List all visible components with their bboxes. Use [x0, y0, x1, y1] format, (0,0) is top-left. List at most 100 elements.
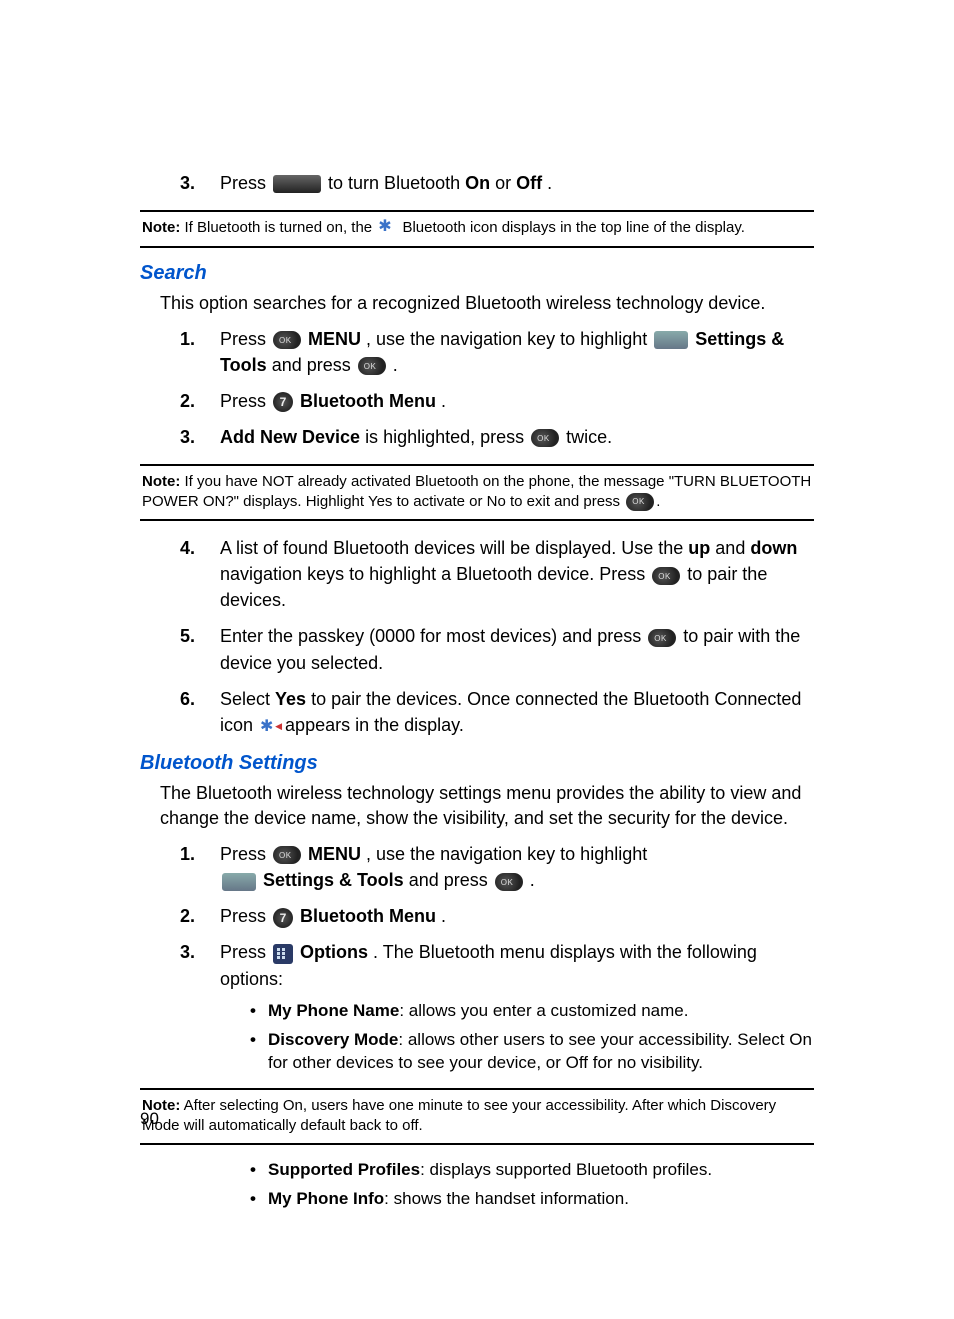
ok-icon [495, 873, 523, 891]
bullet-bold: My Phone Name [268, 1001, 399, 1020]
note-block: Note: After selecting On, users have one… [140, 1088, 814, 1145]
bullet-text: : displays supported Bluetooth profiles. [420, 1160, 712, 1179]
step-item: 3. Press to turn Bluetooth On or Off . [180, 170, 814, 196]
step-text: Select [220, 689, 275, 709]
note-block: Note: If you have NOT already activated … [140, 464, 814, 521]
section-heading-search: Search [140, 262, 814, 285]
bullet-item: Discovery Mode: allows other users to se… [250, 1029, 814, 1075]
ok-icon [273, 846, 301, 864]
page-number: 90 [140, 1109, 159, 1129]
step-text: and press [409, 870, 493, 890]
key-7-icon: 7 [273, 392, 293, 412]
step-bold: MENU [308, 844, 361, 864]
section-heading-bt-settings: Bluetooth Settings [140, 752, 814, 775]
step-text: is highlighted, press [365, 427, 529, 447]
step-number: 2. [180, 903, 195, 929]
options-bullets-1: My Phone Name: allows you enter a custom… [250, 1000, 814, 1075]
search-steps-list: 1. Press MENU , use the navigation key t… [180, 326, 814, 450]
step-number: 1. [180, 841, 195, 867]
step-text: Press [220, 906, 271, 926]
bullet-item: My Phone Name: allows you enter a custom… [250, 1000, 814, 1023]
step-text: Press [220, 329, 271, 349]
section-intro: This option searches for a recognized Bl… [160, 291, 814, 316]
step-bold: Settings & Tools [263, 870, 404, 890]
note-text: Bluetooth icon displays in the top line … [402, 219, 744, 236]
step-item: 2. Press 7 Bluetooth Menu . [180, 388, 814, 414]
softkey-icon [273, 175, 321, 193]
step-text: and [715, 538, 750, 558]
step-item: 2. Press 7 Bluetooth Menu . [180, 903, 814, 929]
step-bold: MENU [308, 329, 361, 349]
step-number: 1. [180, 326, 195, 352]
step-bold: down [750, 538, 797, 558]
step-bold: up [688, 538, 710, 558]
bullet-bold: Supported Profiles [268, 1160, 420, 1179]
step-text: , use the navigation key to highlight [366, 844, 647, 864]
note-text: If Bluetooth is turned on, the [185, 219, 377, 236]
bullet-text: : shows the handset information. [384, 1189, 629, 1208]
step-number: 3. [180, 170, 195, 196]
bullet-bold: My Phone Info [268, 1189, 384, 1208]
step-text: to turn Bluetooth [328, 173, 465, 193]
ok-icon [358, 357, 386, 375]
bullet-bold: Discovery Mode [268, 1030, 398, 1049]
settings-tools-icon [654, 331, 688, 349]
bluetooth-icon [378, 219, 396, 237]
step-bold: Add New Device [220, 427, 360, 447]
ok-icon [531, 429, 559, 447]
note-text: After selecting On, users have one minut… [142, 1097, 776, 1134]
key-7-icon: 7 [273, 908, 293, 928]
step-text: Press [220, 173, 271, 193]
ok-icon [273, 331, 301, 349]
step-item: 4. A list of found Bluetooth devices wil… [180, 535, 814, 613]
step-number: 2. [180, 388, 195, 414]
step-text: Press [220, 391, 271, 411]
bullet-text: : allows you enter a customized name. [399, 1001, 688, 1020]
note-label: Note: [142, 473, 180, 490]
ok-icon [626, 493, 654, 511]
step-text: . [393, 355, 398, 375]
options-bullets-2: Supported Profiles: displays supported B… [250, 1159, 814, 1211]
search-steps-list-2: 4. A list of found Bluetooth devices wil… [180, 535, 814, 738]
step-bold: Bluetooth Menu [300, 391, 436, 411]
step-number: 5. [180, 623, 195, 649]
step-text: . [547, 173, 552, 193]
step-bold: Bluetooth Menu [300, 906, 436, 926]
step-text: Press [220, 942, 271, 962]
step-text: or [495, 173, 516, 193]
step-text: , use the navigation key to highlight [366, 329, 652, 349]
step-text: . [530, 870, 535, 890]
step-bold: Options [300, 942, 368, 962]
note-text: . [656, 493, 660, 510]
step-text: navigation keys to highlight a Bluetooth… [220, 564, 650, 584]
bullet-item: Supported Profiles: displays supported B… [250, 1159, 814, 1182]
settings-tools-icon [222, 873, 256, 891]
step-number: 4. [180, 535, 195, 561]
step-item: 1. Press MENU , use the navigation key t… [180, 326, 814, 378]
ok-icon [652, 567, 680, 585]
step-text: Press [220, 844, 271, 864]
step-text: twice. [566, 427, 612, 447]
step-item: 5. Enter the passkey (0000 for most devi… [180, 623, 814, 675]
step-number: 6. [180, 686, 195, 712]
step-item: 1. Press MENU , use the navigation key t… [180, 841, 814, 893]
step-item: 3. Add New Device is highlighted, press … [180, 424, 814, 450]
step-text: . [441, 391, 446, 411]
step-item: 6. Select Yes to pair the devices. Once … [180, 686, 814, 738]
step-text: . [441, 906, 446, 926]
ok-icon [648, 629, 676, 647]
step-bold: Off [516, 173, 542, 193]
step-text: and press [272, 355, 356, 375]
step-number: 3. [180, 424, 195, 450]
bluetooth-connected-icon [260, 717, 278, 735]
step-bold: On [465, 173, 490, 193]
step-bold: Yes [275, 689, 306, 709]
step-item: 3. Press Options . The Bluetooth menu di… [180, 939, 814, 1074]
page-container: 3. Press to turn Bluetooth On or Off . N… [0, 0, 954, 1319]
note-block: Note: If Bluetooth is turned on, the Blu… [140, 210, 814, 248]
step-text: appears in the display. [285, 715, 464, 735]
top-steps-list: 3. Press to turn Bluetooth On or Off . [180, 170, 814, 196]
bt-settings-steps-list: 1. Press MENU , use the navigation key t… [180, 841, 814, 1074]
note-text: If you have NOT already activated Blueto… [142, 473, 811, 510]
step-text: Enter the passkey (0000 for most devices… [220, 626, 646, 646]
